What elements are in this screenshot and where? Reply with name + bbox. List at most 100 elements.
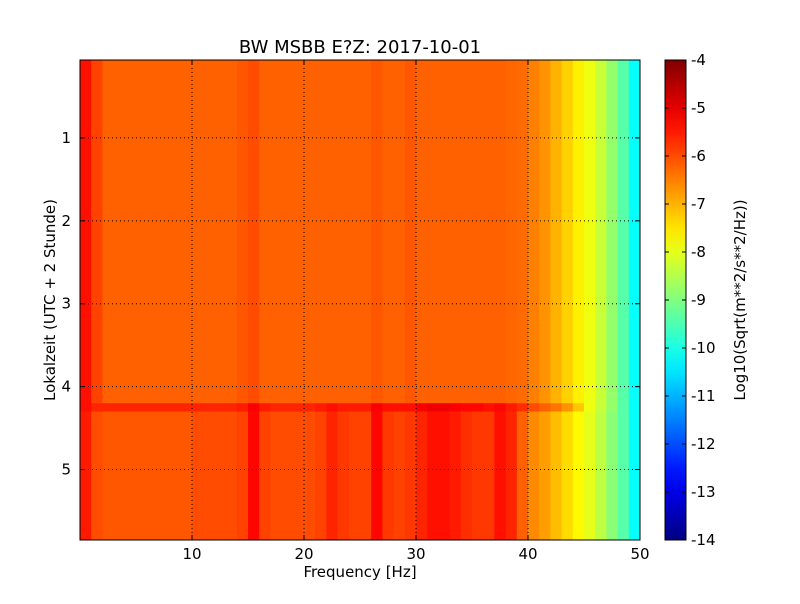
heatmap-cell	[371, 403, 383, 413]
x-tick-label: 20	[294, 545, 313, 563]
heatmap-cell	[102, 60, 115, 404]
y-axis-ticks: 1 2 3 4 5	[61, 129, 640, 479]
heatmap-cell	[102, 403, 115, 413]
heatmap-cell	[80, 60, 92, 404]
heatmap-cell	[124, 60, 137, 404]
heatmap-cell	[192, 60, 204, 404]
heatmap-cell	[158, 403, 171, 413]
x-tick-label: 10	[182, 545, 201, 563]
colorbar-tick-label: -6	[691, 147, 706, 165]
heatmap-cell	[516, 403, 529, 413]
heatmap-cell	[315, 60, 327, 404]
heatmap-cell	[550, 403, 563, 413]
heatmap-cell	[539, 411, 551, 541]
heatmap-cell	[528, 403, 540, 413]
heatmap-cell	[147, 60, 159, 404]
y-tick-label: 1	[61, 129, 71, 147]
heatmap-cell	[281, 411, 294, 541]
heatmap-cell	[416, 411, 428, 541]
heatmap-cell	[628, 60, 641, 404]
heatmap-cell	[516, 411, 529, 541]
heatmap-cell	[348, 411, 361, 541]
heatmap-cell	[91, 411, 103, 541]
heatmap-cell	[169, 411, 182, 541]
heatmap-cell	[584, 60, 596, 404]
heatmap-cell	[292, 403, 305, 413]
heatmap-cell	[225, 403, 238, 413]
heatmap-cell	[617, 403, 630, 413]
heatmap-cell	[584, 403, 596, 413]
y-axis-label: Lokalzeit (UTC + 2 Stunde)	[41, 199, 59, 401]
heatmap-cell	[337, 403, 350, 413]
colorbar-tick-label: -5	[691, 99, 706, 117]
heatmap-cell	[360, 60, 372, 404]
heatmap-cell	[214, 60, 227, 404]
heatmap-cell	[528, 60, 540, 404]
heatmap-cell	[404, 60, 417, 404]
heatmap-cell	[248, 60, 260, 404]
heatmap-cell	[158, 60, 171, 404]
heatmap-cell	[460, 60, 473, 404]
colorbar-tick-label: -12	[691, 435, 716, 453]
heatmap-cell	[460, 403, 473, 413]
y-tick-label: 5	[61, 461, 71, 479]
heatmap-cell	[472, 403, 484, 413]
heatmap-cell	[494, 60, 507, 404]
heatmap-cell	[281, 403, 294, 413]
heatmap-cell	[270, 411, 283, 541]
heatmap-cell	[595, 411, 607, 541]
colorbar-tick-label: -11	[691, 387, 716, 405]
heatmap-cell	[248, 403, 260, 413]
heatmap-cell	[460, 411, 473, 541]
heatmap-cell	[382, 411, 395, 541]
heatmap-cell	[561, 411, 574, 541]
heatmap-cell	[628, 403, 641, 413]
heatmap-cell	[617, 411, 630, 541]
heatmap-cell	[584, 411, 596, 541]
heatmap-cell	[348, 403, 361, 413]
heatmap-cell	[505, 411, 518, 541]
heatmap-cell	[315, 403, 327, 413]
heatmap-cell	[326, 411, 339, 541]
heatmap-cell	[180, 403, 193, 413]
heatmap-cell	[539, 403, 551, 413]
heatmap-cell	[449, 60, 462, 404]
heatmap-cell	[337, 411, 350, 541]
x-axis-ticks: 10 20 30 40 50	[182, 60, 650, 563]
heatmap-cell	[382, 403, 395, 413]
heatmap-cell	[572, 411, 585, 541]
heatmap-cell	[382, 60, 395, 404]
heatmap-cell	[136, 403, 148, 413]
heatmap-cell	[169, 60, 182, 404]
heatmap-cell	[270, 60, 283, 404]
heatmap-cell	[180, 60, 193, 404]
heatmap-cell	[528, 411, 540, 541]
y-tick-label: 4	[61, 378, 71, 396]
heatmap-cell	[236, 403, 249, 413]
heatmap-cell	[91, 60, 103, 404]
heatmap-cell	[236, 60, 249, 404]
heatmap-cell	[472, 411, 484, 541]
heatmap-cell	[505, 60, 518, 404]
heatmap-cell	[169, 403, 182, 413]
heatmap-cell	[606, 403, 619, 413]
heatmap-cell	[494, 411, 507, 541]
heatmap-cell	[80, 403, 92, 413]
heatmap-cell	[606, 60, 619, 404]
heatmap-cell	[136, 411, 148, 541]
heatmap-cell	[595, 60, 607, 404]
colorbar-tick-label: -13	[691, 483, 716, 501]
heatmap-cell	[572, 403, 585, 413]
chart-title: BW MSBB E?Z: 2017-10-01	[239, 37, 481, 58]
x-tick-label: 30	[406, 545, 425, 563]
heatmap-cell	[505, 403, 518, 413]
colorbar-ticks: -4 -5 -6 -7 -8 -9 -10 -11 -12 -13 -14	[665, 51, 716, 549]
heatmap-cell	[80, 411, 92, 541]
colorbar-tick-label: -10	[691, 339, 716, 357]
colorbar-label: Log10(Sqrt(m**2/s**2/Hz))	[731, 199, 749, 400]
heatmap-cell	[304, 403, 316, 413]
heatmap-cell	[617, 60, 630, 404]
heatmap-cell	[281, 60, 294, 404]
heatmap-cell	[158, 411, 171, 541]
heatmap-cell	[360, 403, 372, 413]
